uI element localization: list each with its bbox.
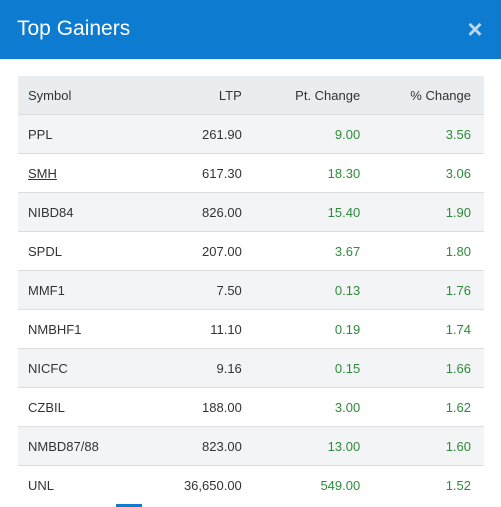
row-symbol[interactable]: UNL — [28, 477, 55, 493]
row-pct-change: 3.06 — [445, 165, 471, 181]
table-row: PPL 261.90 9.00 3.56 — [18, 114, 484, 154]
row-pt-change: 0.15 — [334, 360, 361, 376]
table-row: MMF1 7.50 0.13 1.76 — [18, 270, 484, 310]
row-pt-change: 15.40 — [327, 204, 361, 220]
gainers-table: Symbol LTP Pt. Change % Change PPL 261.9… — [18, 76, 484, 505]
row-pt-change: 18.30 — [327, 165, 361, 181]
scroll-indicator[interactable] — [116, 504, 142, 507]
header-pt-change: Pt. Change — [295, 87, 361, 103]
row-symbol[interactable]: NIBD84 — [28, 204, 74, 220]
row-pct-change: 1.62 — [445, 399, 471, 415]
row-pt-change: 549.00 — [320, 477, 361, 493]
row-ltp: 823.00 — [202, 438, 242, 454]
modal-title: Top Gainers — [17, 17, 131, 40]
table-row: NMBD87/88 823.00 13.00 1.60 — [18, 426, 484, 466]
row-symbol[interactable]: SPDL — [28, 243, 62, 259]
row-ltp: 9.16 — [216, 360, 242, 376]
table-header: Symbol LTP Pt. Change % Change — [18, 76, 484, 115]
row-ltp: 207.00 — [202, 243, 242, 259]
table-row: SMH 617.30 18.30 3.06 — [18, 153, 484, 193]
table-row: NMBHF1 11.10 0.19 1.74 — [18, 309, 484, 349]
row-ltp: 36,650.00 — [183, 477, 242, 493]
row-ltp: 617.30 — [202, 165, 242, 181]
row-pct-change: 1.60 — [445, 438, 471, 454]
row-symbol-link[interactable]: SMH — [28, 165, 57, 181]
row-pt-change: 9.00 — [334, 126, 361, 142]
row-pct-change: 1.74 — [445, 321, 471, 337]
header-pct-change: % Change — [410, 87, 471, 103]
row-pt-change: 3.00 — [334, 399, 361, 415]
row-ltp: 826.00 — [202, 204, 242, 220]
row-symbol-cell: SMH — [18, 154, 155, 193]
row-pct-change: 3.56 — [445, 126, 471, 142]
header-symbol: Symbol — [28, 87, 72, 103]
row-pt-change: 13.00 — [327, 438, 361, 454]
row-symbol[interactable]: NICFC — [28, 360, 68, 376]
row-symbol[interactable]: PPL — [28, 126, 53, 142]
row-pct-change: 1.76 — [445, 282, 471, 298]
row-symbol[interactable]: NMBHF1 — [28, 321, 82, 337]
header-ltp: LTP — [218, 87, 242, 103]
header-row: Symbol LTP Pt. Change % Change — [18, 76, 484, 115]
row-ltp: 188.00 — [202, 399, 242, 415]
row-symbol[interactable]: MMF1 — [28, 282, 65, 298]
row-pct-change: 1.80 — [445, 243, 471, 259]
row-pct-change: 1.66 — [445, 360, 471, 376]
row-ltp: 11.10 — [210, 321, 242, 337]
row-pct-change: 1.90 — [445, 204, 471, 220]
table-row: NICFC 9.16 0.15 1.66 — [18, 348, 484, 388]
row-pct-change: 1.52 — [445, 477, 471, 493]
table-row: SPDL 207.00 3.67 1.80 — [18, 231, 484, 271]
row-pt-change: 3.67 — [334, 243, 361, 259]
table-row: NIBD84 826.00 15.40 1.90 — [18, 192, 484, 232]
gainers-table-wrapper: Symbol LTP Pt. Change % Change PPL 261.9… — [18, 76, 484, 505]
row-ltp: 261.90 — [202, 126, 242, 142]
row-pt-change: 0.19 — [334, 321, 361, 337]
modal-header: Top Gainers × — [0, 0, 501, 59]
row-ltp: 7.50 — [216, 282, 242, 298]
row-pt-change: 0.13 — [334, 282, 361, 298]
row-symbol[interactable]: CZBIL — [28, 399, 65, 415]
table-row: UNL 36,650.00 549.00 1.52 — [18, 465, 484, 505]
close-icon[interactable]: × — [467, 14, 483, 44]
row-symbol[interactable]: NMBD87/88 — [28, 438, 99, 454]
table-body: PPL 261.90 9.00 3.56 SMH 617.30 18.30 3.… — [18, 114, 484, 505]
table-row: CZBIL 188.00 3.00 1.62 — [18, 387, 484, 427]
